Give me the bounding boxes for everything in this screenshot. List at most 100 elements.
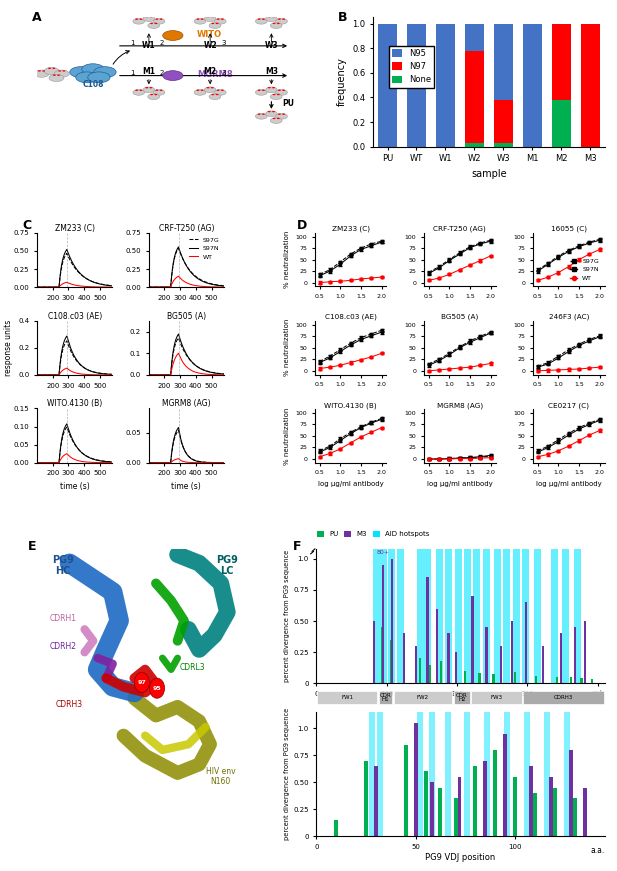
Circle shape — [204, 87, 216, 92]
Bar — [382, 565, 384, 683]
S97G — [175, 243, 182, 253]
Circle shape — [282, 18, 285, 20]
Bar — [379, 549, 387, 683]
Circle shape — [270, 118, 282, 124]
X-axis label: time (s): time (s) — [60, 482, 89, 491]
S97N — [175, 241, 182, 252]
S97G — [196, 362, 203, 373]
Circle shape — [209, 94, 221, 99]
Bar — [369, 712, 375, 836]
S97N — [202, 277, 209, 287]
Text: M1: M1 — [143, 67, 155, 76]
Line: S97N: S97N — [149, 334, 224, 375]
S97G — [202, 457, 209, 468]
Text: CDRH3: CDRH3 — [56, 700, 83, 709]
Circle shape — [273, 23, 276, 24]
Circle shape — [150, 23, 153, 24]
WT — [145, 282, 152, 293]
Text: M2: M2 — [204, 67, 217, 76]
S97G — [220, 280, 228, 291]
Circle shape — [154, 94, 157, 95]
Text: FW1: FW1 — [341, 695, 354, 700]
Bar — [494, 549, 501, 683]
Bar — [458, 777, 462, 836]
S97N — [220, 457, 228, 468]
FancyBboxPatch shape — [523, 692, 604, 704]
S97G — [47, 457, 54, 468]
WT — [145, 457, 152, 468]
Circle shape — [148, 94, 160, 99]
Text: n.t.: n.t. — [592, 690, 605, 699]
Bar — [445, 712, 450, 836]
Line: S97G: S97G — [37, 341, 112, 375]
S97G — [175, 333, 182, 343]
Circle shape — [143, 16, 155, 22]
WT — [164, 457, 172, 468]
WT — [47, 282, 54, 293]
WT — [78, 368, 85, 379]
S97G — [90, 277, 97, 287]
WT — [159, 369, 166, 380]
Title: CRF-T250 (AG): CRF-T250 (AG) — [433, 226, 486, 233]
S97N — [175, 422, 182, 433]
Bar — [378, 24, 397, 146]
S97G — [196, 273, 203, 284]
WT — [84, 457, 91, 468]
WT — [52, 369, 60, 380]
S97G — [220, 368, 228, 379]
Circle shape — [277, 23, 280, 24]
Y-axis label: frequency: frequency — [337, 57, 347, 106]
Bar — [544, 712, 550, 836]
Bar — [574, 549, 581, 683]
Circle shape — [273, 94, 276, 95]
S97G — [78, 447, 85, 457]
S97G — [84, 451, 91, 462]
Circle shape — [270, 23, 282, 29]
Bar — [436, 609, 438, 683]
S97N — [33, 282, 41, 293]
Bar — [374, 766, 378, 836]
Bar — [581, 24, 600, 146]
Legend: S97G, S97N, WT: S97G, S97N, WT — [188, 236, 221, 261]
WT — [90, 369, 97, 380]
Text: C108: C108 — [82, 79, 104, 89]
FancyBboxPatch shape — [379, 692, 392, 704]
Bar — [553, 787, 557, 836]
S97N — [179, 341, 186, 352]
S97N — [159, 369, 166, 380]
Bar — [414, 723, 418, 836]
Circle shape — [282, 113, 285, 115]
Circle shape — [163, 71, 183, 80]
Title: MGRM8 (AG): MGRM8 (AG) — [437, 402, 482, 408]
S97G — [68, 347, 75, 357]
WT — [78, 456, 85, 467]
Bar — [390, 639, 392, 683]
Text: 2: 2 — [160, 40, 164, 46]
Bar — [494, 100, 513, 143]
WT — [90, 281, 97, 292]
Line: S97N: S97N — [149, 428, 224, 463]
Circle shape — [265, 87, 277, 92]
Bar — [407, 24, 426, 146]
Circle shape — [265, 16, 277, 22]
Title: WITO.4130 (B): WITO.4130 (B) — [325, 402, 377, 408]
Bar — [465, 143, 484, 146]
S97N — [68, 344, 75, 354]
S97G — [68, 257, 75, 267]
Bar — [574, 627, 576, 683]
Title: CRF-T250 (AG): CRF-T250 (AG) — [159, 224, 214, 233]
Bar — [465, 24, 484, 51]
Circle shape — [262, 18, 265, 20]
Bar — [373, 621, 375, 683]
Text: W3: W3 — [265, 41, 278, 51]
Circle shape — [150, 94, 153, 95]
S97G — [63, 248, 70, 259]
Text: 3: 3 — [222, 70, 226, 76]
Circle shape — [215, 23, 218, 24]
S97N — [63, 419, 70, 429]
Bar — [424, 772, 428, 836]
Circle shape — [276, 18, 288, 24]
Text: PU: PU — [282, 99, 294, 108]
Text: W2: W2 — [204, 41, 217, 51]
Legend: S97G, S97N, WT: S97G, S97N, WT — [567, 256, 602, 283]
